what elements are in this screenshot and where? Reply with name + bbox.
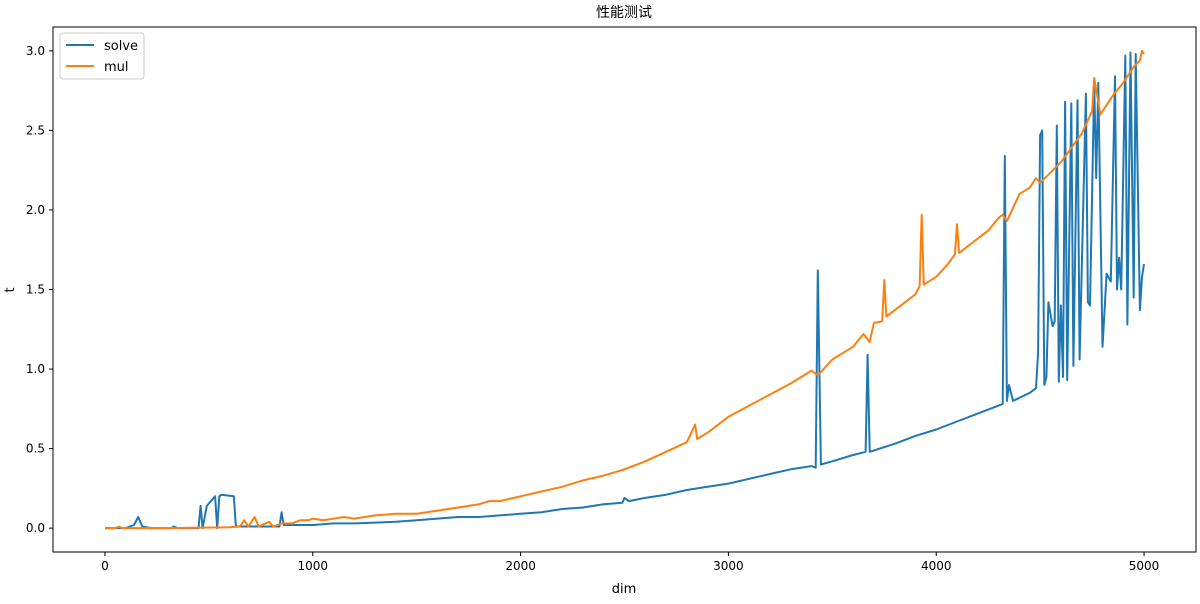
x-tick-label: 2000 xyxy=(505,559,536,573)
legend: solve mul xyxy=(59,32,145,80)
y-axis: 0.0 0.5 1.0 1.5 2.0 2.5 3.0 xyxy=(26,44,53,535)
series-line-solve xyxy=(105,51,1145,530)
y-tick-label: 3.0 xyxy=(26,44,45,58)
series-line-mul xyxy=(105,49,1145,530)
legend-label-solve: solve xyxy=(104,39,138,54)
legend-label-mul: mul xyxy=(104,60,129,75)
y-tick-label: 1.0 xyxy=(26,362,45,376)
y-tick-label: 2.0 xyxy=(26,203,45,217)
x-axis: 0 1000 2000 3000 4000 5000 xyxy=(101,552,1159,573)
x-tick-label: 5000 xyxy=(1129,559,1160,573)
x-tick-label: 3000 xyxy=(713,559,744,573)
y-tick-label: 0.5 xyxy=(26,442,45,456)
x-tick-label: 1000 xyxy=(297,559,328,573)
plot-frame xyxy=(52,26,1197,553)
y-tick-label: 1.5 xyxy=(26,283,45,297)
y-tick-label: 0.0 xyxy=(26,521,45,535)
x-tick-label: 4000 xyxy=(921,559,952,573)
series-layer xyxy=(105,49,1145,530)
y-tick-label: 2.5 xyxy=(26,123,45,137)
x-tick-label: 0 xyxy=(101,559,109,573)
x-axis-label: dim xyxy=(612,582,637,597)
chart-title: 性能测试 xyxy=(596,5,652,21)
y-axis-label: t xyxy=(3,287,18,292)
